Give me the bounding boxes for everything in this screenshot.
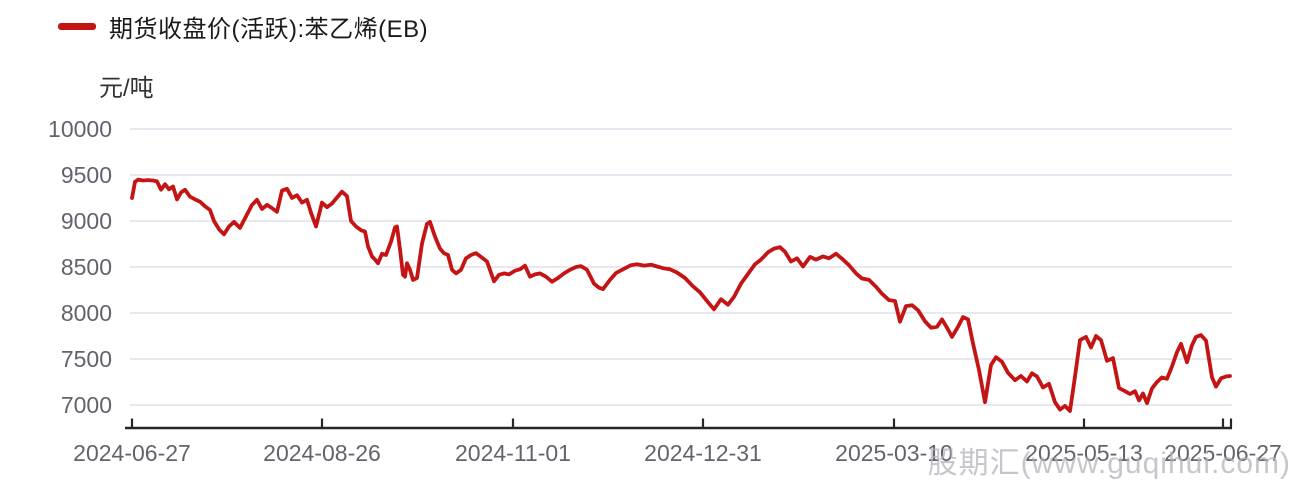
gridlines <box>130 128 1232 406</box>
watermark: 股期汇(www.guqihui.com) <box>927 447 1291 480</box>
x-tick-label: 2025-06-27 <box>1164 440 1282 466</box>
x-tick-label: 2024-12-31 <box>644 440 762 466</box>
y-tick-label: 10000 <box>48 116 112 142</box>
y-axis-labels: 10000 9500 9000 8500 8000 7500 7000 <box>48 116 112 418</box>
legend-item: 期货收盘价(活跃):苯乙烯(EB) <box>58 9 428 44</box>
x-tick-label: 2024-06-27 <box>73 440 191 466</box>
x-axis-labels: 2024-06-27 2024-08-26 2024-11-01 2024-12-31… <box>73 440 1282 466</box>
x-tick-label: 2025-05-13 <box>1025 440 1143 466</box>
y-tick-label: 8500 <box>61 254 112 280</box>
y-tick-label: 9000 <box>61 208 112 234</box>
price-line-series <box>130 177 1232 413</box>
legend-line-swatch <box>58 23 96 30</box>
x-tick-label: 2025-03-10 <box>835 440 953 466</box>
y-tick-label: 9500 <box>61 162 112 188</box>
x-tick-label: 2024-11-01 <box>455 440 571 466</box>
x-tick-label: 2024-08-26 <box>263 440 381 466</box>
y-tick-label: 7000 <box>61 392 112 418</box>
y-tick-label: 7500 <box>61 346 112 372</box>
y-tick-label: 8000 <box>61 300 112 326</box>
x-axis <box>125 418 1233 430</box>
y-axis-unit-label: 元/吨 <box>99 75 154 102</box>
legend-label: 期货收盘价(活跃):苯乙烯(EB) <box>109 16 429 43</box>
